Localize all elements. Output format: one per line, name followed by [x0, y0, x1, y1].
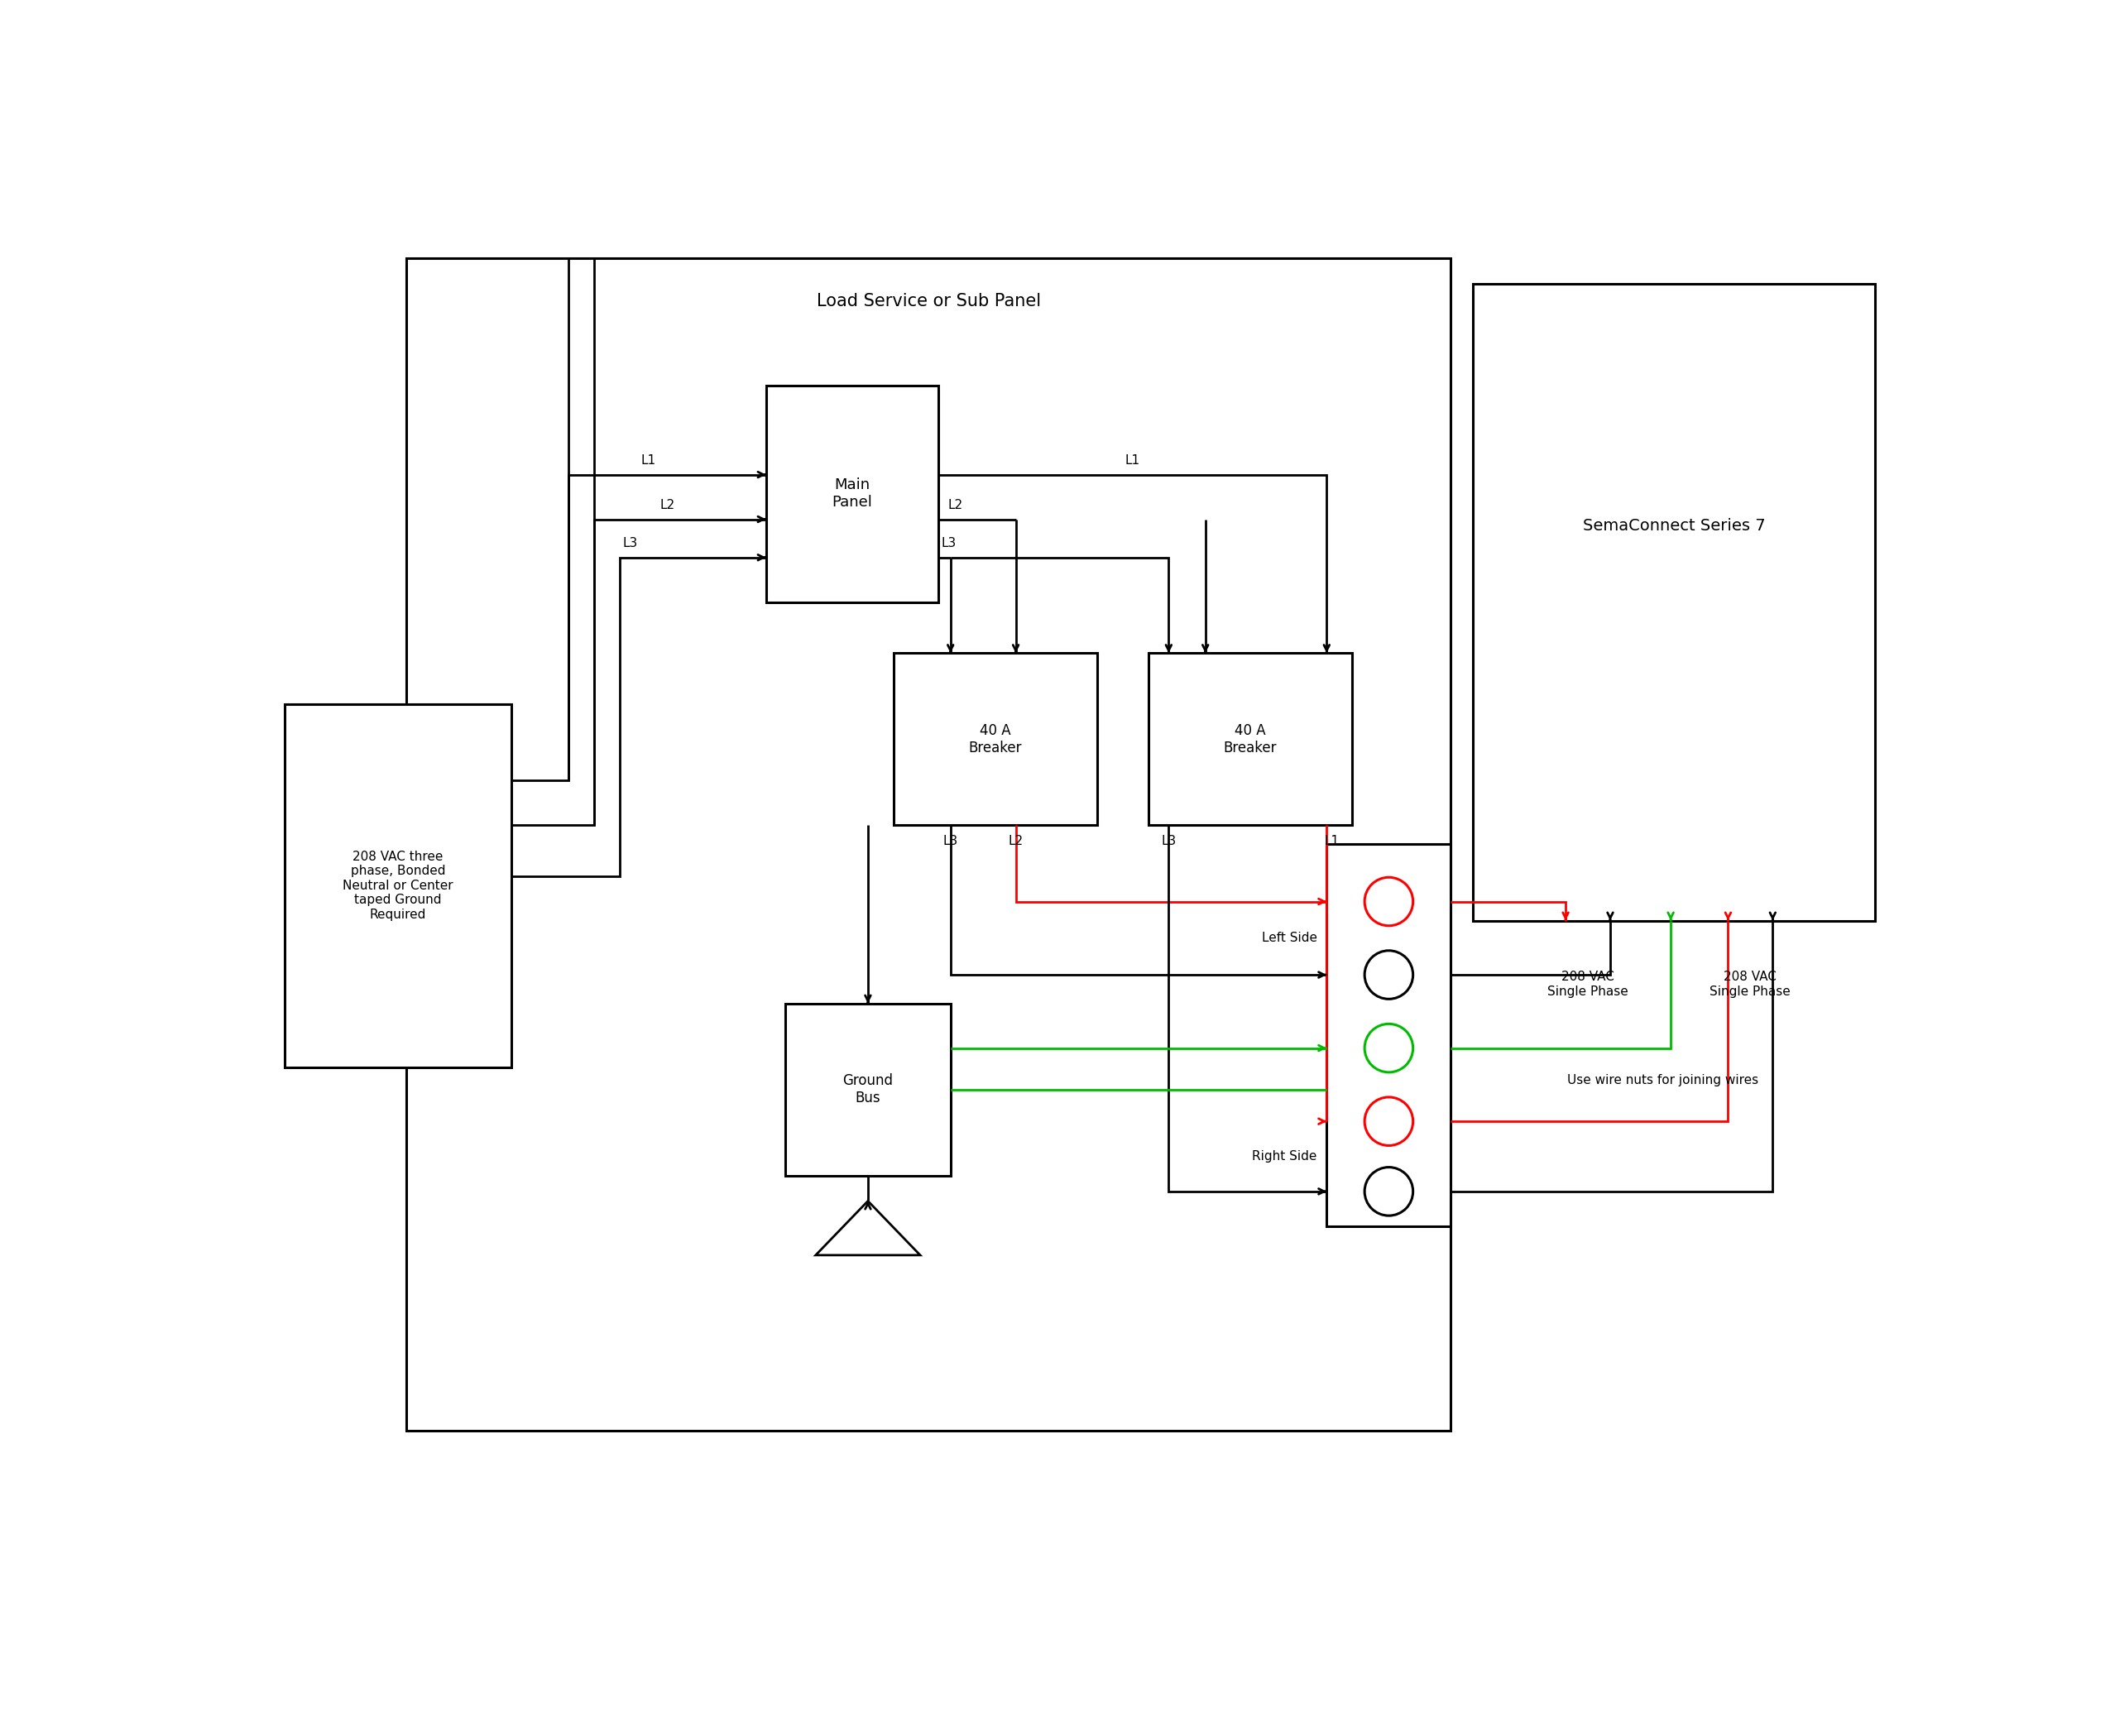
Bar: [766, 385, 939, 602]
Text: L2: L2: [1009, 835, 1023, 847]
Text: L3: L3: [941, 538, 956, 550]
Text: L2: L2: [947, 500, 962, 512]
Bar: [405, 259, 1452, 1430]
Text: 208 VAC
Single Phase: 208 VAC Single Phase: [1547, 970, 1629, 998]
Text: 40 A
Breaker: 40 A Breaker: [968, 722, 1021, 755]
Text: 208 VAC
Single Phase: 208 VAC Single Phase: [1709, 970, 1791, 998]
Text: L3: L3: [622, 538, 637, 550]
Text: L1: L1: [1325, 835, 1340, 847]
Text: L3: L3: [1160, 835, 1175, 847]
Text: Left Side: Left Side: [1262, 932, 1317, 944]
Text: L3: L3: [943, 835, 958, 847]
Circle shape: [1365, 1097, 1414, 1146]
Bar: [1148, 653, 1353, 825]
Bar: [785, 1003, 952, 1175]
Text: 208 VAC three
phase, Bonded
Neutral or Center
taped Ground
Required: 208 VAC three phase, Bonded Neutral or C…: [342, 851, 454, 920]
Text: Load Service or Sub Panel: Load Service or Sub Panel: [817, 293, 1040, 309]
Circle shape: [1365, 1024, 1414, 1073]
Text: L1: L1: [641, 455, 656, 467]
Text: 40 A
Breaker: 40 A Breaker: [1224, 722, 1277, 755]
Text: SemaConnect Series 7: SemaConnect Series 7: [1582, 517, 1766, 533]
Bar: [1473, 283, 1874, 920]
Text: L2: L2: [660, 500, 675, 512]
Text: Right Side: Right Side: [1251, 1151, 1317, 1163]
Bar: [285, 705, 511, 1068]
Circle shape: [1365, 877, 1414, 925]
Circle shape: [1365, 951, 1414, 998]
Text: L1: L1: [1125, 455, 1139, 467]
Circle shape: [1365, 1167, 1414, 1215]
Bar: [1327, 844, 1452, 1226]
Bar: [893, 653, 1097, 825]
Text: Ground
Bus: Ground Bus: [842, 1073, 893, 1106]
Text: Use wire nuts for joining wires: Use wire nuts for joining wires: [1568, 1075, 1758, 1087]
Text: Main
Panel: Main Panel: [831, 477, 871, 510]
